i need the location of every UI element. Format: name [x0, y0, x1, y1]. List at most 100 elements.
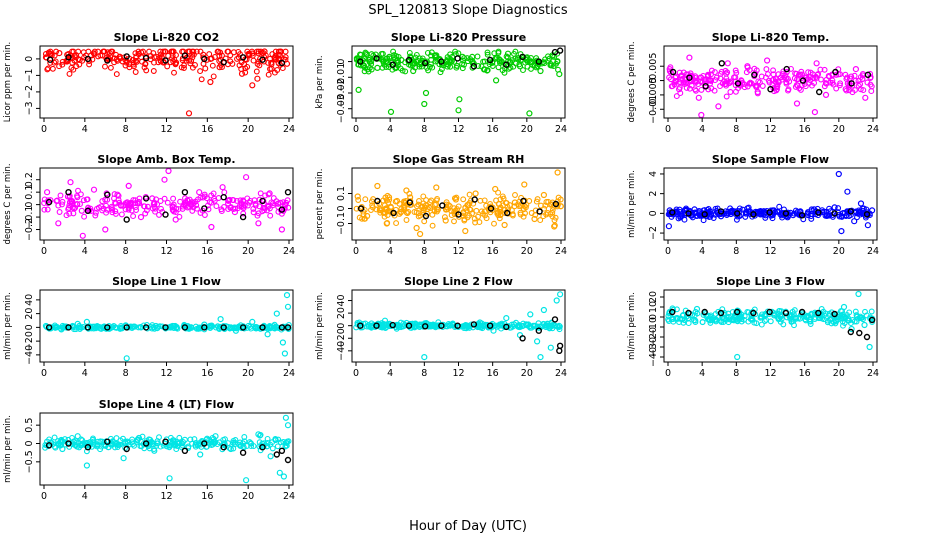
y-tick-label: −0.01	[336, 63, 347, 92]
data-point	[154, 325, 161, 332]
cloud-point	[361, 62, 367, 69]
data-point	[487, 205, 495, 212]
cloud-point	[393, 220, 400, 227]
cloud-point	[535, 324, 542, 331]
data-point	[413, 224, 420, 232]
cloud-point	[112, 208, 119, 215]
data-point	[45, 198, 53, 206]
cloud-point	[115, 197, 122, 203]
cloud-point	[736, 205, 743, 212]
cloud-point	[266, 324, 272, 330]
cloud-point	[461, 217, 468, 224]
cloud-point	[268, 199, 275, 206]
cloud-point	[41, 206, 48, 213]
x-tick-label: 20	[521, 124, 533, 135]
data-point	[220, 59, 227, 66]
cloud-point	[476, 219, 483, 226]
y-tick-label: 0	[24, 324, 35, 330]
cloud-point	[770, 71, 777, 78]
cloud-point	[117, 202, 124, 208]
series-2	[357, 196, 560, 220]
cloud-point	[86, 442, 93, 449]
panel-title: Slope Line 4 (LT) Flow	[99, 398, 234, 411]
y-tick-label: −40	[24, 345, 35, 365]
cloud-point	[162, 48, 169, 55]
data-point	[284, 456, 292, 464]
cloud-point	[757, 314, 764, 321]
x-tick-label: 16	[201, 491, 213, 502]
data-point	[201, 55, 208, 63]
data-point	[766, 209, 773, 216]
cloud-point	[97, 52, 104, 59]
data-point	[84, 207, 92, 215]
cloud-point	[164, 63, 171, 70]
data-point	[455, 211, 462, 218]
data-point	[374, 197, 381, 205]
y-tick-label: −40	[648, 347, 659, 367]
cloud-point	[821, 66, 828, 73]
data-point	[454, 55, 461, 62]
data-point	[666, 308, 673, 316]
cloud-point	[154, 438, 161, 445]
cloud-point	[51, 443, 58, 450]
cloud-point	[265, 71, 272, 78]
data-point	[481, 66, 488, 73]
cloud-point	[156, 211, 162, 218]
data-point	[811, 108, 819, 116]
cloud-point	[453, 64, 460, 71]
cloud-point	[496, 215, 503, 222]
cloud-point	[555, 194, 562, 201]
cloud-point	[134, 436, 141, 443]
data-point	[847, 208, 854, 215]
cloud-point	[396, 210, 403, 217]
data-point	[540, 191, 548, 199]
cloud-point	[540, 213, 547, 220]
data-point	[119, 58, 126, 65]
series-2	[357, 316, 564, 354]
data-point	[74, 320, 81, 327]
cloud-point	[93, 205, 100, 212]
cloud-point	[722, 67, 729, 74]
y-axis-label: ml/min per min.	[3, 292, 13, 360]
cloud-point	[841, 210, 848, 216]
cloud-point	[772, 76, 779, 83]
cloud-point	[58, 442, 65, 448]
y-axis-label: kPa per min.	[315, 55, 325, 108]
cloud-point	[80, 49, 87, 56]
cloud-point	[169, 439, 176, 446]
data-point	[704, 71, 712, 78]
data-point	[504, 50, 512, 57]
data-point	[831, 310, 838, 318]
cloud-point	[543, 211, 550, 218]
data-point	[243, 477, 250, 484]
data-point	[65, 440, 72, 447]
cloud-point	[549, 213, 556, 220]
data-point	[279, 339, 286, 346]
cloud-point	[520, 213, 527, 220]
cloud-point	[117, 441, 123, 448]
data-point	[492, 185, 499, 193]
cloud-point	[843, 75, 850, 82]
x-tick-label: 24	[555, 246, 567, 257]
cloud-point	[747, 211, 754, 217]
cloud-point	[692, 86, 699, 93]
y-tick-label: 4	[648, 171, 659, 177]
data-point	[438, 58, 445, 65]
cloud-point	[264, 435, 271, 442]
cloud-point	[73, 63, 80, 70]
data-point	[166, 475, 173, 482]
cloud-point	[554, 58, 561, 65]
data-point	[757, 211, 765, 218]
cloud-point	[78, 436, 85, 443]
data-point	[493, 77, 500, 84]
data-point	[472, 190, 479, 197]
cloud-point	[795, 315, 802, 321]
cloud-point	[497, 322, 504, 329]
data-point	[462, 227, 469, 235]
data-point	[833, 71, 840, 78]
cloud-point	[96, 323, 103, 330]
cloud-point	[555, 324, 562, 331]
data-point	[744, 63, 751, 70]
cloud-point	[126, 64, 133, 71]
data-point	[844, 188, 851, 195]
